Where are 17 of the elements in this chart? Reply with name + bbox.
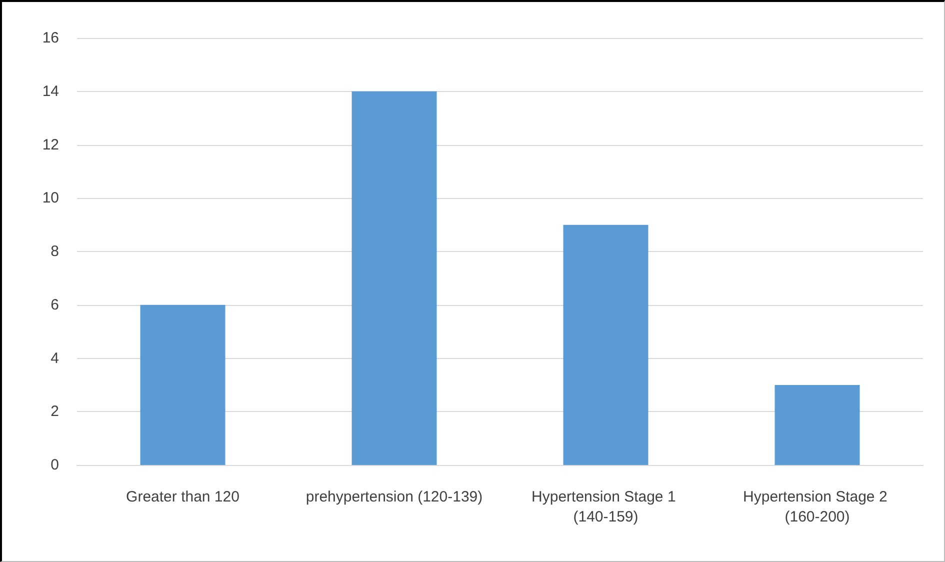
y-tick-label: 0	[50, 456, 59, 474]
y-tick-label: 6	[50, 296, 59, 314]
y-tick-label: 12	[42, 136, 59, 154]
bar	[774, 384, 860, 465]
x-tick-label: Hypertension Stage 2 (160-200)	[743, 488, 892, 526]
bar	[352, 91, 437, 465]
x-tick-label: Hypertension Stage 1 (140-159)	[532, 488, 680, 526]
y-tick-label: 10	[42, 190, 59, 207]
y-tick-label: 4	[50, 350, 59, 367]
bar	[140, 304, 226, 465]
y-tick-label: 14	[42, 82, 59, 100]
y-tick-label: 2	[50, 403, 59, 420]
x-tick-label: prehypertension (120-139)	[306, 488, 483, 506]
bar	[563, 224, 648, 465]
x-tick-label: Greater than 120	[126, 488, 240, 506]
y-tick-label: 8	[50, 243, 59, 260]
y-tick-label: 16	[42, 30, 59, 46]
